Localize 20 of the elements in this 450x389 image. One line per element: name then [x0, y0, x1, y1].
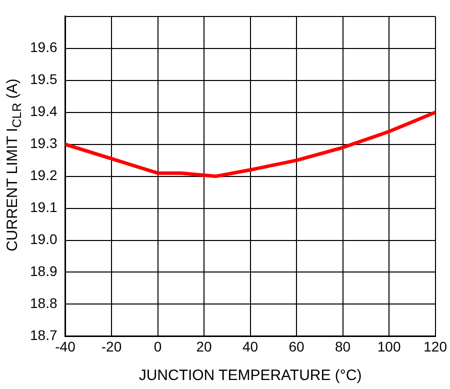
- x-tick-label: 60: [288, 338, 305, 354]
- y-tick-label: 19.5: [30, 71, 58, 88]
- y-tick-label: 19.1: [30, 199, 58, 216]
- y-tick-label: 19.6: [30, 39, 58, 56]
- x-axis-title: JUNCTION TEMPERATURE (°C): [138, 367, 362, 384]
- y-tick-label: 19.4: [30, 103, 58, 120]
- y-tick-label: 19.0: [30, 231, 58, 248]
- x-tick-label: 0: [154, 338, 162, 354]
- y-tick-label: 19.3: [30, 135, 58, 152]
- x-tick-label: -40: [55, 338, 76, 354]
- x-tick-label: 20: [196, 338, 212, 354]
- y-tick-label: 18.9: [30, 263, 58, 280]
- x-tick-label: 120: [424, 338, 448, 354]
- y-tick-label: 19.2: [30, 167, 58, 184]
- x-tick-label: 40: [242, 338, 258, 354]
- x-tick-label: 100: [377, 338, 401, 354]
- x-tick-label: 80: [335, 338, 351, 354]
- y-tick-label: 18.8: [30, 295, 58, 312]
- x-tick-label: -20: [101, 338, 122, 354]
- y-tick-label: 18.7: [30, 327, 58, 344]
